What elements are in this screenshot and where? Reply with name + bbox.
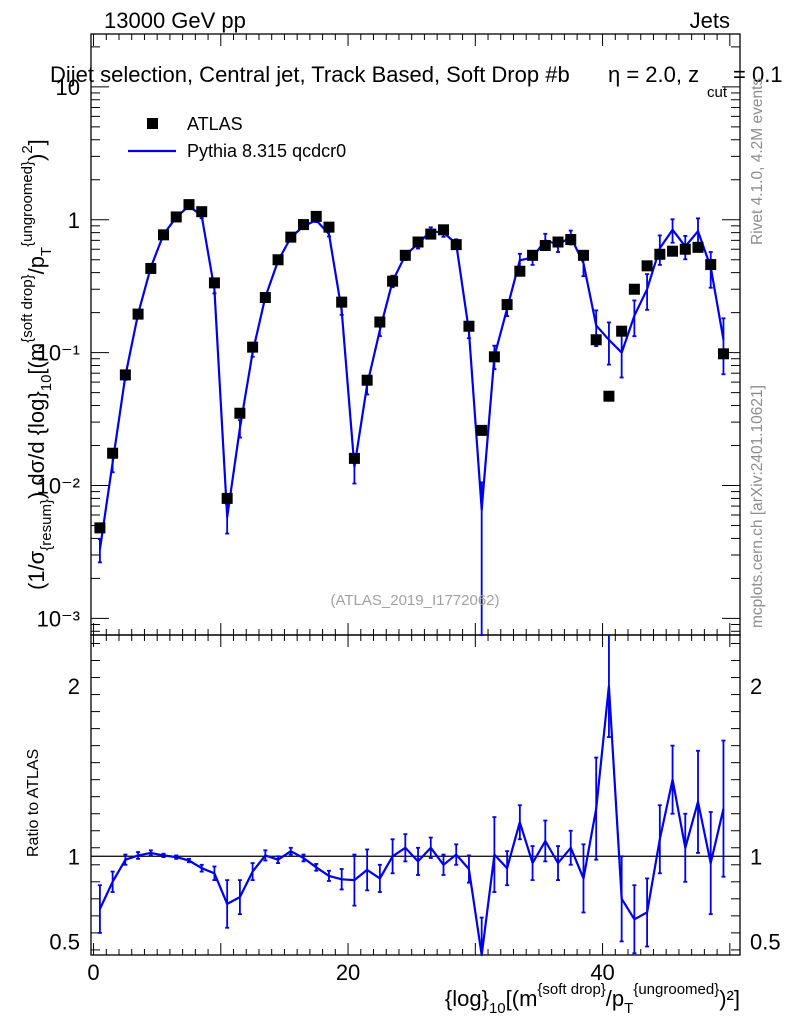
atlas-data-point — [476, 424, 488, 436]
atlas-data-point — [641, 260, 653, 272]
ratio-y-axis-label: Ratio to ATLAS — [25, 749, 42, 857]
atlas-data-point — [501, 299, 513, 311]
atlas-data-point — [247, 341, 259, 353]
atlas-data-point — [565, 234, 577, 246]
atlas-data-point — [603, 390, 615, 402]
legend-atlas-label: ATLAS — [187, 114, 243, 134]
y-tick-label: 1 — [68, 208, 80, 233]
main-y-axis-label: (1/σ{resum}) dσ/d {log}10[(m{soft drop}/… — [19, 139, 55, 590]
chart-title-eta-text: η = 2.0, z — [608, 62, 699, 87]
atlas-data-point — [399, 249, 411, 261]
y-tick-label: 10⁻³ — [37, 606, 80, 631]
chart-title: Dijet selection, Central jet, Track Base… — [50, 62, 570, 87]
legend-pythia-label: Pythia 8.315 qcdcr0 — [187, 141, 346, 161]
chart-title-main: Dijet selection, Central jet, Track Base… — [50, 62, 570, 87]
atlas-data-point — [348, 452, 360, 464]
atlas-data-point — [717, 348, 729, 360]
atlas-data-point — [170, 211, 182, 223]
atlas-data-point — [234, 407, 246, 419]
ratio-tick-label-right: 1 — [750, 844, 762, 869]
atlas-data-point — [196, 206, 208, 218]
x-tick-label: 20 — [336, 960, 360, 985]
ratio-tick-label-left: 1 — [68, 844, 80, 869]
ratio-tick-label-right: 2 — [750, 674, 762, 699]
atlas-data-point — [425, 228, 437, 240]
atlas-data-point — [463, 320, 475, 332]
atlas-data-point — [679, 243, 691, 255]
atlas-data-point — [654, 248, 666, 260]
atlas-data-point — [145, 262, 157, 274]
atlas-data-point — [298, 219, 310, 231]
atlas-data-point — [616, 325, 628, 337]
header-jets-label: Jets — [690, 8, 730, 33]
atlas-data-point — [285, 231, 297, 243]
atlas-data-point — [259, 291, 271, 303]
header-energy-label: 13000 GeV pp — [104, 8, 246, 33]
atlas-data-point — [577, 249, 589, 261]
x-axis-label: {log}10[(m{soft drop}/pT{ungroomed})²] — [445, 981, 740, 1017]
atlas-data-point — [705, 259, 717, 271]
atlas-data-point — [539, 240, 551, 252]
atlas-data-point — [527, 249, 539, 261]
atlas-data-point — [158, 229, 170, 241]
atlas-data-point — [272, 254, 284, 266]
atlas-data-point — [183, 199, 195, 211]
mcplots-source-label: mcplots.cern.ch [arXiv:2401.10621] — [749, 385, 766, 628]
atlas-data-point — [119, 369, 131, 381]
atlas-data-point — [107, 447, 119, 459]
atlas-data-point — [387, 275, 399, 287]
ratio-plot-marks — [97, 635, 726, 957]
atlas-data-point — [514, 265, 526, 277]
ratio-series-line — [98, 684, 725, 957]
analysis-watermark: (ATLAS_2019_I1772062) — [330, 592, 499, 609]
atlas-data-point — [361, 374, 373, 386]
mc-series-line — [98, 204, 725, 550]
chart-title-end: = 0.1 — [733, 62, 783, 87]
legend-atlas-marker — [147, 118, 158, 129]
chart-title-cut-sub: cut — [707, 84, 728, 101]
atlas-data-point — [450, 239, 462, 251]
y-tick-label: 10 — [56, 75, 80, 100]
chart-title-eta: η = 2.0, z — [608, 62, 699, 87]
atlas-data-point — [310, 210, 322, 222]
atlas-data-point — [336, 296, 348, 308]
ratio-plot-frame — [90, 634, 741, 956]
y-tick-label: 10⁻¹ — [37, 341, 80, 366]
atlas-data-point — [692, 241, 704, 253]
atlas-data-point — [221, 492, 233, 504]
atlas-data-point — [132, 308, 144, 320]
ratio-tick-label-left: 0.5 — [49, 929, 80, 954]
main-axes: 10⁻³ 10⁻² 10⁻¹ 1 10 — [37, 34, 740, 635]
atlas-data-point — [488, 351, 500, 363]
atlas-data-point — [208, 277, 220, 289]
atlas-data-point — [437, 224, 449, 236]
ratio-axes: 0 20 40 0.5 0.5 1 1 2 2 — [49, 635, 781, 985]
atlas-data-point — [667, 245, 679, 257]
atlas-data-point — [374, 316, 386, 328]
x-tick-label: 0 — [87, 960, 99, 985]
main-plot-marks — [94, 199, 729, 636]
atlas-data-point — [552, 236, 564, 248]
y-tick-label: 10⁻² — [37, 474, 80, 499]
ratio-tick-label-left: 2 — [68, 674, 80, 699]
atlas-data-point — [94, 522, 106, 534]
atlas-data-point — [590, 334, 602, 346]
atlas-data-point — [412, 236, 424, 248]
atlas-data-point — [628, 283, 640, 295]
rivet-version-label: Rivet 4.1.0, 4.2M events — [749, 78, 766, 245]
ratio-tick-label-right: 0.5 — [750, 929, 781, 954]
x-tick-label: 40 — [590, 960, 614, 985]
atlas-data-point — [323, 221, 335, 233]
